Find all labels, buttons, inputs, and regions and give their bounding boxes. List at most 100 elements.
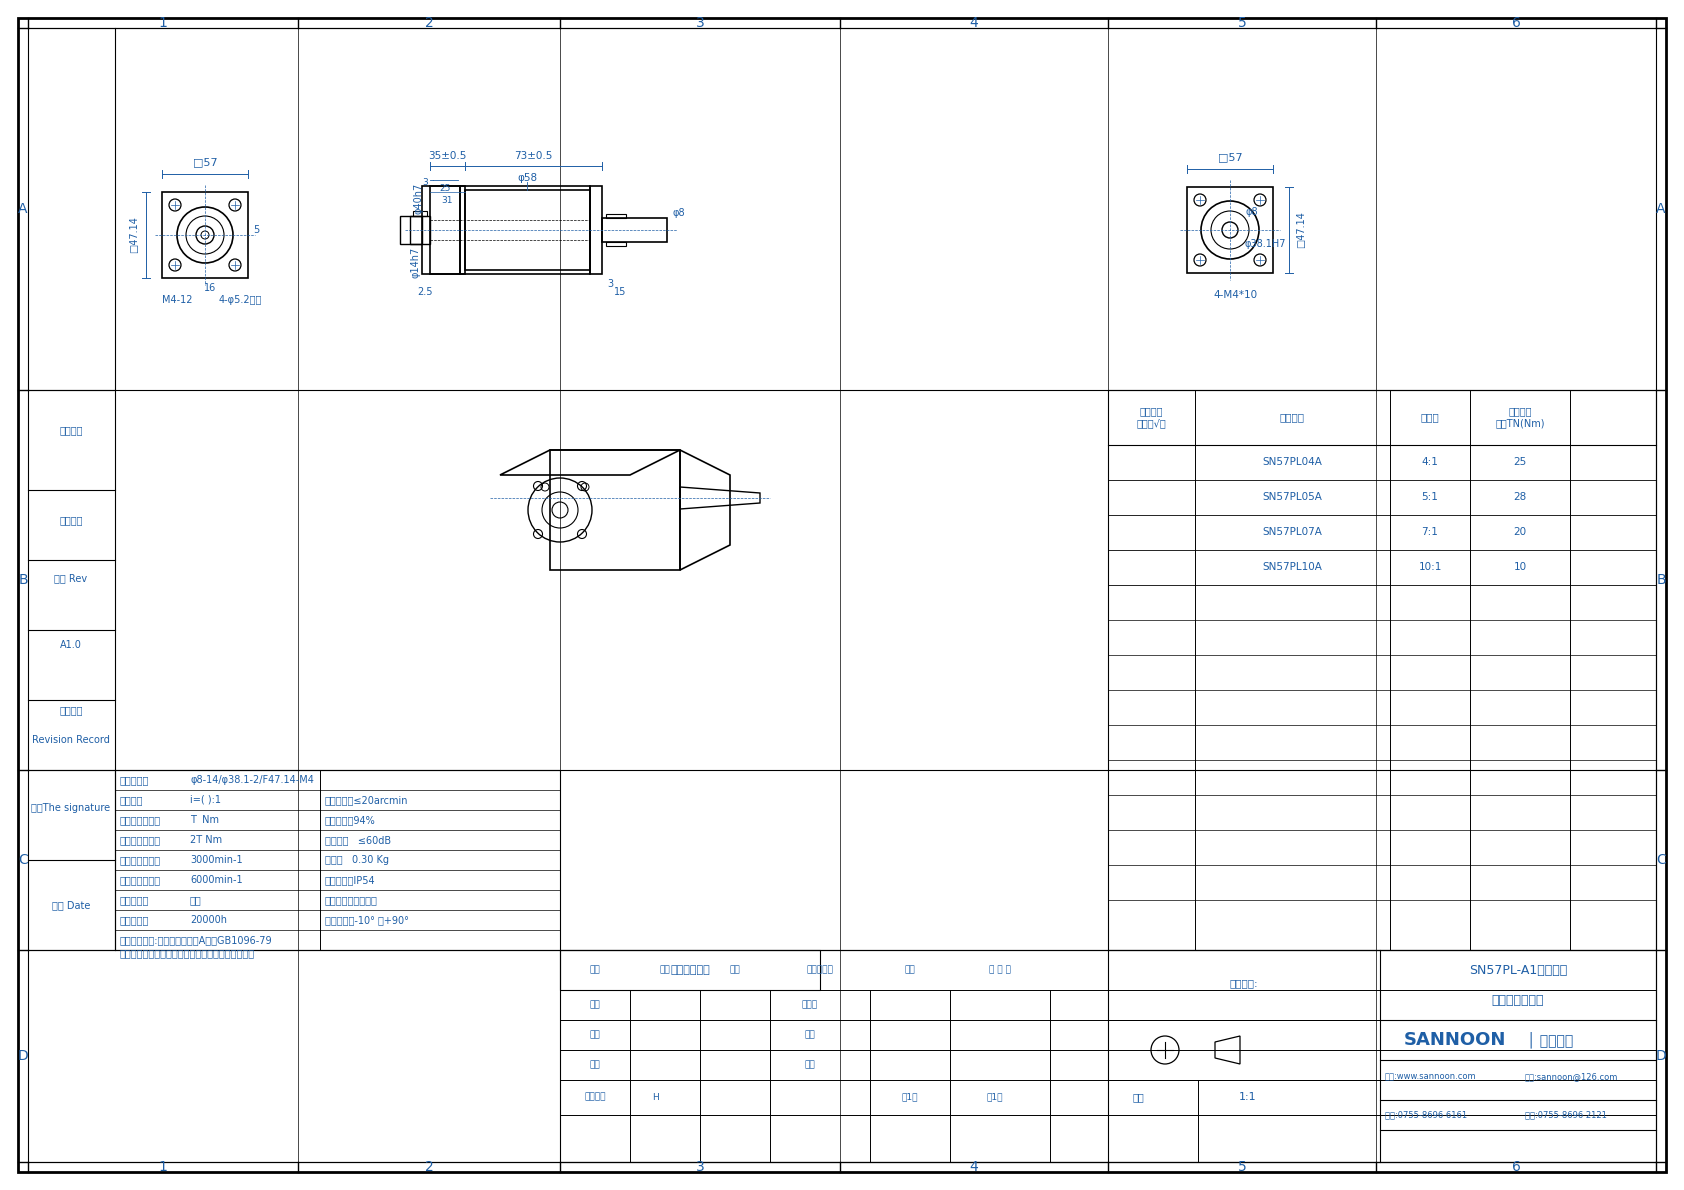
Text: 4: 4 [970, 15, 978, 30]
Bar [589, 186, 601, 274]
Text: 标准化: 标准化 [802, 1001, 818, 1009]
Text: 设计: 设计 [589, 1001, 601, 1009]
Text: SN57PL07A: SN57PL07A [1261, 527, 1322, 537]
Text: 15: 15 [613, 287, 626, 298]
Text: 5: 5 [1238, 15, 1246, 30]
Text: 传真:0755-8696 2121: 传真:0755-8696 2121 [1526, 1110, 1607, 1120]
Bar [162, 192, 248, 278]
Text: 20000h: 20000h [190, 915, 227, 925]
Text: B: B [1655, 574, 1665, 587]
Text: 4-φ5.2贯穿: 4-φ5.2贯穿 [219, 295, 261, 305]
Text: D: D [1655, 1050, 1667, 1063]
Text: SN57PL05A: SN57PL05A [1261, 491, 1322, 502]
Text: 故障停止扭矩：: 故障停止扭矩： [120, 835, 162, 845]
Text: SANNOON: SANNOON [1404, 1031, 1505, 1050]
Text: T  Nm: T Nm [190, 815, 219, 825]
Text: H: H [652, 1092, 658, 1102]
Text: C: C [19, 853, 29, 868]
Text: 适配电机：: 适配电机： [120, 775, 150, 785]
Text: 重量：   0.30 Kg: 重量： 0.30 Kg [325, 854, 389, 865]
Text: 6: 6 [1512, 15, 1521, 30]
Text: 5: 5 [253, 225, 259, 234]
Text: 物料代码: 物料代码 [59, 515, 83, 525]
Text: 网址:www.sannoon.com: 网址:www.sannoon.com [1384, 1072, 1477, 1082]
Bar [561, 950, 1655, 1161]
Text: 处数: 处数 [660, 965, 670, 975]
Bar [465, 190, 589, 270]
Text: 电话:0755-8696 6161: 电话:0755-8696 6161 [1384, 1110, 1467, 1120]
Text: 2: 2 [424, 15, 433, 30]
Text: 5:1: 5:1 [1421, 491, 1438, 502]
Text: 签字The signature: 签字The signature [32, 803, 111, 813]
Text: 工艺: 工艺 [805, 1031, 815, 1040]
Text: 任意: 任意 [190, 895, 202, 906]
Text: SN57PL04A: SN57PL04A [1261, 457, 1322, 466]
Bar [423, 186, 460, 274]
Bar [413, 211, 428, 217]
Text: 日期 Date: 日期 Date [52, 900, 91, 910]
Text: 10:1: 10:1 [1418, 562, 1442, 572]
Text: 客户选项
请打（√）: 客户选项 请打（√） [1137, 406, 1165, 427]
Text: C: C [1655, 853, 1665, 868]
Text: 签名: 签名 [904, 965, 916, 975]
Text: 35±0.5: 35±0.5 [428, 151, 466, 161]
Text: 28: 28 [1514, 491, 1527, 502]
Text: 73±0.5: 73±0.5 [514, 151, 552, 161]
Bar [460, 186, 589, 274]
Text: 变更内容: 变更内容 [59, 704, 83, 715]
Bar [1108, 390, 1655, 950]
Text: SN57PL-A1选型图纸: SN57PL-A1选型图纸 [1468, 964, 1568, 977]
Text: 以上参数适合标准型号减速机，非标型号仅供参考。: 以上参数适合标准型号减速机，非标型号仅供参考。 [120, 948, 254, 958]
Text: A: A [1657, 202, 1665, 217]
Bar [409, 217, 429, 244]
Text: M4-12: M4-12 [162, 295, 192, 305]
Text: Revision Record: Revision Record [32, 735, 109, 745]
Text: 5: 5 [1238, 1160, 1246, 1175]
Text: 图纸编码: 图纸编码 [59, 425, 83, 436]
Text: 防护等级：IP54: 防护等级：IP54 [325, 875, 376, 885]
Text: φ8: φ8 [1246, 207, 1258, 217]
Text: 3: 3 [695, 1160, 704, 1175]
Text: 4-M4*10: 4-M4*10 [1212, 290, 1256, 300]
Text: A: A [19, 202, 27, 217]
Text: 25: 25 [440, 183, 451, 193]
Text: 标记: 标记 [589, 965, 601, 975]
Text: 6: 6 [1512, 1160, 1521, 1175]
Bar [401, 217, 423, 244]
Text: 更改文件号: 更改文件号 [807, 965, 834, 975]
Text: 噪音值：   ≤60dB: 噪音值： ≤60dB [325, 835, 391, 845]
Bar [429, 186, 465, 274]
Text: SN57PL10A: SN57PL10A [1261, 562, 1322, 572]
Text: 额定输出扭矩：: 额定输出扭矩： [120, 815, 162, 825]
Text: □47.14: □47.14 [130, 217, 140, 253]
Bar [606, 242, 626, 246]
Text: 规格型号: 规格型号 [1280, 412, 1305, 422]
Text: φ38.1H7: φ38.1H7 [1244, 239, 1287, 249]
Text: 批准: 批准 [805, 1060, 815, 1070]
Text: □57: □57 [192, 157, 217, 167]
Text: 第1张: 第1张 [987, 1092, 1004, 1102]
Text: 校核: 校核 [589, 1031, 601, 1040]
Text: 输出轴键标准:圆头普通平键（A型）GB1096-79: 输出轴键标准:圆头普通平键（A型）GB1096-79 [120, 935, 273, 945]
Text: │ 山浓科技: │ 山浓科技 [1527, 1032, 1573, 1048]
Text: 润滑方式：长效润滑: 润滑方式：长效润滑 [325, 895, 377, 906]
Text: φ40h7: φ40h7 [413, 182, 423, 214]
Text: 额定输入速度：: 额定输入速度： [120, 854, 162, 865]
Text: 1: 1 [158, 1160, 167, 1175]
Text: 传动比: 传动比 [1421, 412, 1440, 422]
Text: 2.5: 2.5 [418, 287, 433, 298]
Text: 邮箱:sannoon@126.com: 邮箱:sannoon@126.com [1526, 1072, 1618, 1082]
Text: 共1张: 共1张 [901, 1092, 918, 1102]
Text: B: B [19, 574, 29, 587]
Bar [115, 770, 561, 950]
Text: 6000min-1: 6000min-1 [190, 875, 242, 885]
Bar [1187, 187, 1273, 273]
Text: 1:1: 1:1 [1239, 1092, 1256, 1102]
Text: φ8-14/φ38.1-2/F47.14-M4: φ8-14/φ38.1-2/F47.14-M4 [190, 775, 313, 785]
Text: i=( ):1: i=( ):1 [190, 795, 221, 804]
Text: 2T Nm: 2T Nm [190, 835, 222, 845]
Text: A1.0: A1.0 [61, 640, 83, 650]
Text: 20: 20 [1514, 527, 1527, 537]
Text: 额定输出
扭矩TN(Nm): 额定输出 扭矩TN(Nm) [1495, 406, 1544, 427]
Text: 3: 3 [423, 177, 428, 187]
